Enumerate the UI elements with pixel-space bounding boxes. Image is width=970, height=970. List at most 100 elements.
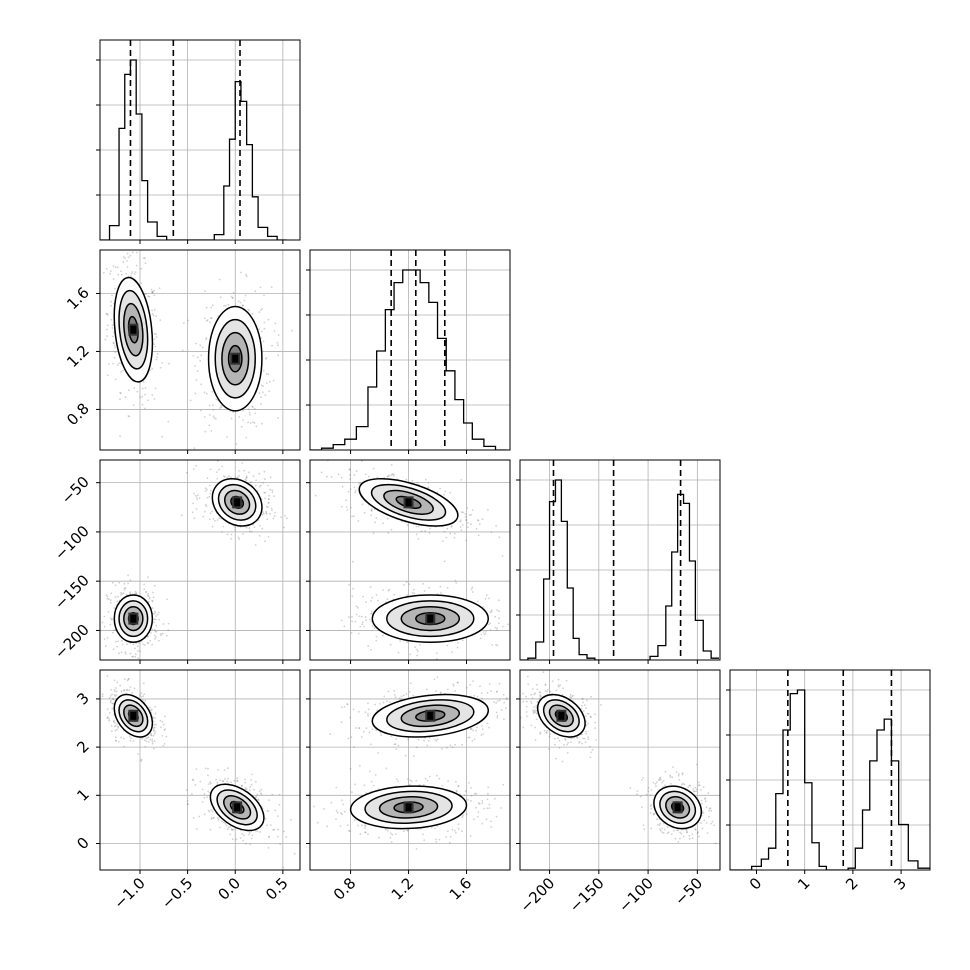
scatter-point <box>557 684 560 686</box>
scatter-point <box>119 435 121 438</box>
scatter-point <box>375 639 378 642</box>
scatter-point <box>113 607 116 609</box>
scatter-point <box>143 693 146 696</box>
scatter-point <box>230 476 232 479</box>
scatter-point <box>122 261 125 263</box>
scatter-point <box>355 605 358 608</box>
scatter-point <box>104 338 107 341</box>
scatter-point <box>120 736 122 739</box>
scatter-point <box>137 650 139 652</box>
scatter-point <box>465 519 468 521</box>
scatter-point <box>142 682 145 685</box>
scatter-point <box>147 576 149 579</box>
scatter-point <box>511 628 513 630</box>
scatter-point <box>221 465 224 468</box>
scatter-point <box>506 698 508 701</box>
scatter-point <box>429 527 431 530</box>
scatter-point <box>159 319 162 321</box>
scatter-point <box>408 690 411 693</box>
scatter-point <box>155 358 158 361</box>
scatter-point <box>211 525 214 528</box>
scatter-point <box>126 252 129 255</box>
scatter-point <box>148 597 151 600</box>
scatter-point <box>446 587 449 589</box>
scatter-point <box>130 737 133 740</box>
scatter-point <box>496 609 499 611</box>
scatter-point <box>595 739 598 741</box>
scatter-point <box>267 318 270 321</box>
scatter-point <box>370 620 373 623</box>
scatter-point <box>210 489 212 492</box>
scatter-point <box>245 842 247 845</box>
scatter-point <box>106 313 108 315</box>
scatter-point <box>463 794 466 797</box>
scatter-point <box>255 796 257 798</box>
scatter-point <box>576 737 579 739</box>
scatter-point <box>586 699 588 702</box>
scatter-point <box>696 832 699 835</box>
scatter-point <box>495 711 498 714</box>
scatter-point <box>262 482 265 484</box>
scatter-point <box>394 833 397 835</box>
scatter-point <box>389 836 392 839</box>
scatter-point <box>393 689 396 692</box>
scatter-point <box>223 304 226 307</box>
scatter-point <box>194 365 196 367</box>
scatter-point <box>224 305 227 307</box>
scatter-point <box>106 324 109 327</box>
scatter-point <box>203 813 206 816</box>
scatter-point <box>487 786 490 789</box>
scatter-point <box>357 520 360 522</box>
scatter-point <box>262 511 264 514</box>
scatter-point <box>216 781 219 784</box>
scatter-point <box>329 733 332 736</box>
scatter-point <box>276 341 279 344</box>
scatter-point <box>116 723 118 726</box>
scatter-point <box>256 793 259 796</box>
scatter-point <box>125 272 127 275</box>
scatter-point <box>677 829 680 832</box>
scatter-point <box>164 728 167 731</box>
scatter-point <box>116 645 119 648</box>
scatter-point <box>436 774 438 777</box>
scatter-point <box>141 699 144 701</box>
scatter-point <box>122 256 125 259</box>
scatter-point <box>160 634 162 637</box>
scatter-point <box>135 642 138 645</box>
scatter-point <box>390 464 393 466</box>
scatter-point <box>441 747 443 750</box>
scatter-point <box>198 815 201 818</box>
scatter-point <box>439 585 442 588</box>
panel-content <box>520 460 720 660</box>
scatter-point <box>507 623 509 626</box>
scatter-point <box>225 824 228 827</box>
scatter-point <box>205 338 208 341</box>
scatter-point <box>145 740 148 743</box>
scatter-point <box>495 815 498 818</box>
scatter-point <box>145 737 148 740</box>
scatter-point <box>147 595 150 598</box>
scatter-point <box>589 756 592 759</box>
scatter-point <box>348 468 351 471</box>
scatter-point <box>471 586 474 589</box>
scatter-point <box>192 502 195 505</box>
scatter-point <box>267 536 270 538</box>
scatter-point <box>441 540 444 542</box>
scatter-point <box>496 690 498 693</box>
scatter-point <box>209 828 212 831</box>
scatter-point <box>465 539 468 542</box>
scatter-point <box>238 470 240 472</box>
scatter-point <box>208 414 211 416</box>
scatter-point <box>205 337 208 339</box>
scatter-point <box>267 506 269 509</box>
scatter-point <box>150 632 152 634</box>
scatter-point <box>450 526 453 528</box>
scatter-point <box>148 596 151 599</box>
scatter-point <box>150 734 153 737</box>
scatter-point <box>208 791 211 794</box>
scatter-point <box>104 645 107 648</box>
density-peak-core <box>130 614 137 623</box>
scatter-point <box>152 596 155 599</box>
scatter-point <box>488 807 491 809</box>
scatter-point <box>594 727 597 729</box>
